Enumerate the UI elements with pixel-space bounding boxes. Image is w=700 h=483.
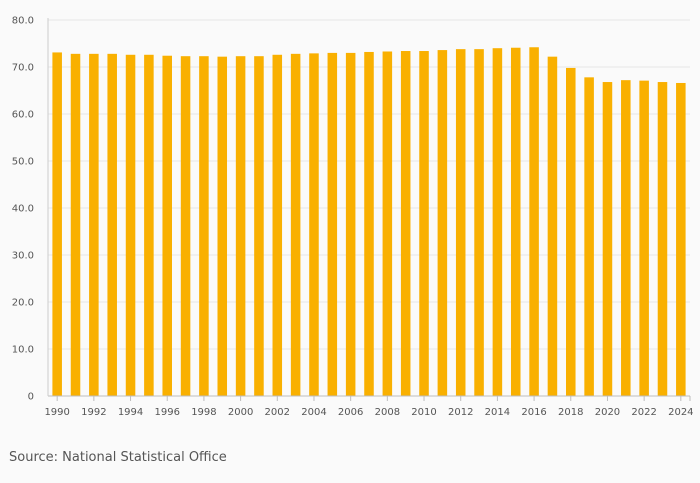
bar-2014 [492,48,503,396]
x-tick-label: 2008 [375,407,400,418]
axes [47,18,691,401]
bar-1999 [217,56,228,396]
bar-2007 [364,51,374,397]
bar-2016 [529,47,539,396]
bar-1991 [70,53,81,397]
bar-1990 [52,52,62,397]
x-tick-label: 1990 [44,407,69,418]
y-tick-label: 20.0 [12,298,34,309]
bar-2005 [327,52,338,397]
x-tick-label: 1994 [118,407,143,418]
bar-1993 [107,53,117,397]
x-tick-label: 2016 [521,407,546,418]
x-tick-label: 2006 [338,407,363,418]
x-tick-label: 2020 [595,407,620,418]
bar-2024 [676,82,686,396]
bar-2010 [419,51,429,397]
source-note: Source: National Statistical Office [9,450,227,465]
bar-1998 [199,56,209,396]
bar-2020 [602,82,613,396]
bar-2023 [657,82,668,396]
bar-2013 [474,49,484,396]
y-tick-label: 70.0 [12,63,34,74]
bar-2021 [621,80,631,396]
bar-2017 [547,56,558,396]
bar-2003 [290,53,301,397]
x-axis-tick-labels: 1990 1992 1994 1996 1998 2000 2002 2004 2006 2008… [44,396,694,418]
bar-2002 [272,54,283,396]
bar-2000 [235,56,246,396]
bar-2022 [639,80,649,396]
bar-2015 [510,47,521,396]
bar-2018 [566,67,576,396]
x-tick-label: 2010 [411,407,436,418]
y-tick-label: 10.0 [12,345,34,356]
y-axis-tick-labels: 0 10.0 20.0 30.0 40.0 50.0 60.0 70.0 80.0 [12,16,34,403]
x-tick-label: 2018 [558,407,583,418]
x-tick-label: 2002 [265,407,290,418]
x-tick-label: 2000 [228,407,253,418]
y-tick-label: 60.0 [12,110,34,121]
bars [52,47,686,397]
bar-2012 [455,49,466,396]
x-tick-label: 1998 [191,407,216,418]
bar-2006 [345,52,356,397]
y-tick-label: 30.0 [12,251,34,262]
x-tick-label: 2022 [631,407,656,418]
bar-1992 [89,53,99,397]
y-tick-label: 40.0 [12,204,34,215]
x-tick-label: 1992 [81,407,106,418]
y-tick-label: 0 [28,392,34,403]
bar-2011 [437,50,448,396]
bar-2001 [254,56,264,396]
x-tick-label: 2012 [448,407,473,418]
bar-1994 [125,54,136,396]
bar-2004 [309,53,319,397]
x-tick-label: 2024 [668,407,693,418]
bar-1996 [162,55,172,396]
bar-2019 [584,77,594,396]
y-tick-label: 50.0 [12,157,34,168]
x-tick-label: 2004 [301,407,326,418]
x-tick-label: 1996 [155,407,180,418]
y-tick-label: 80.0 [12,16,34,27]
bar-1995 [144,54,154,396]
bar-2008 [382,51,393,397]
x-tick-label: 2014 [485,407,510,418]
bar-1997 [180,56,191,396]
bar-2009 [400,51,411,397]
